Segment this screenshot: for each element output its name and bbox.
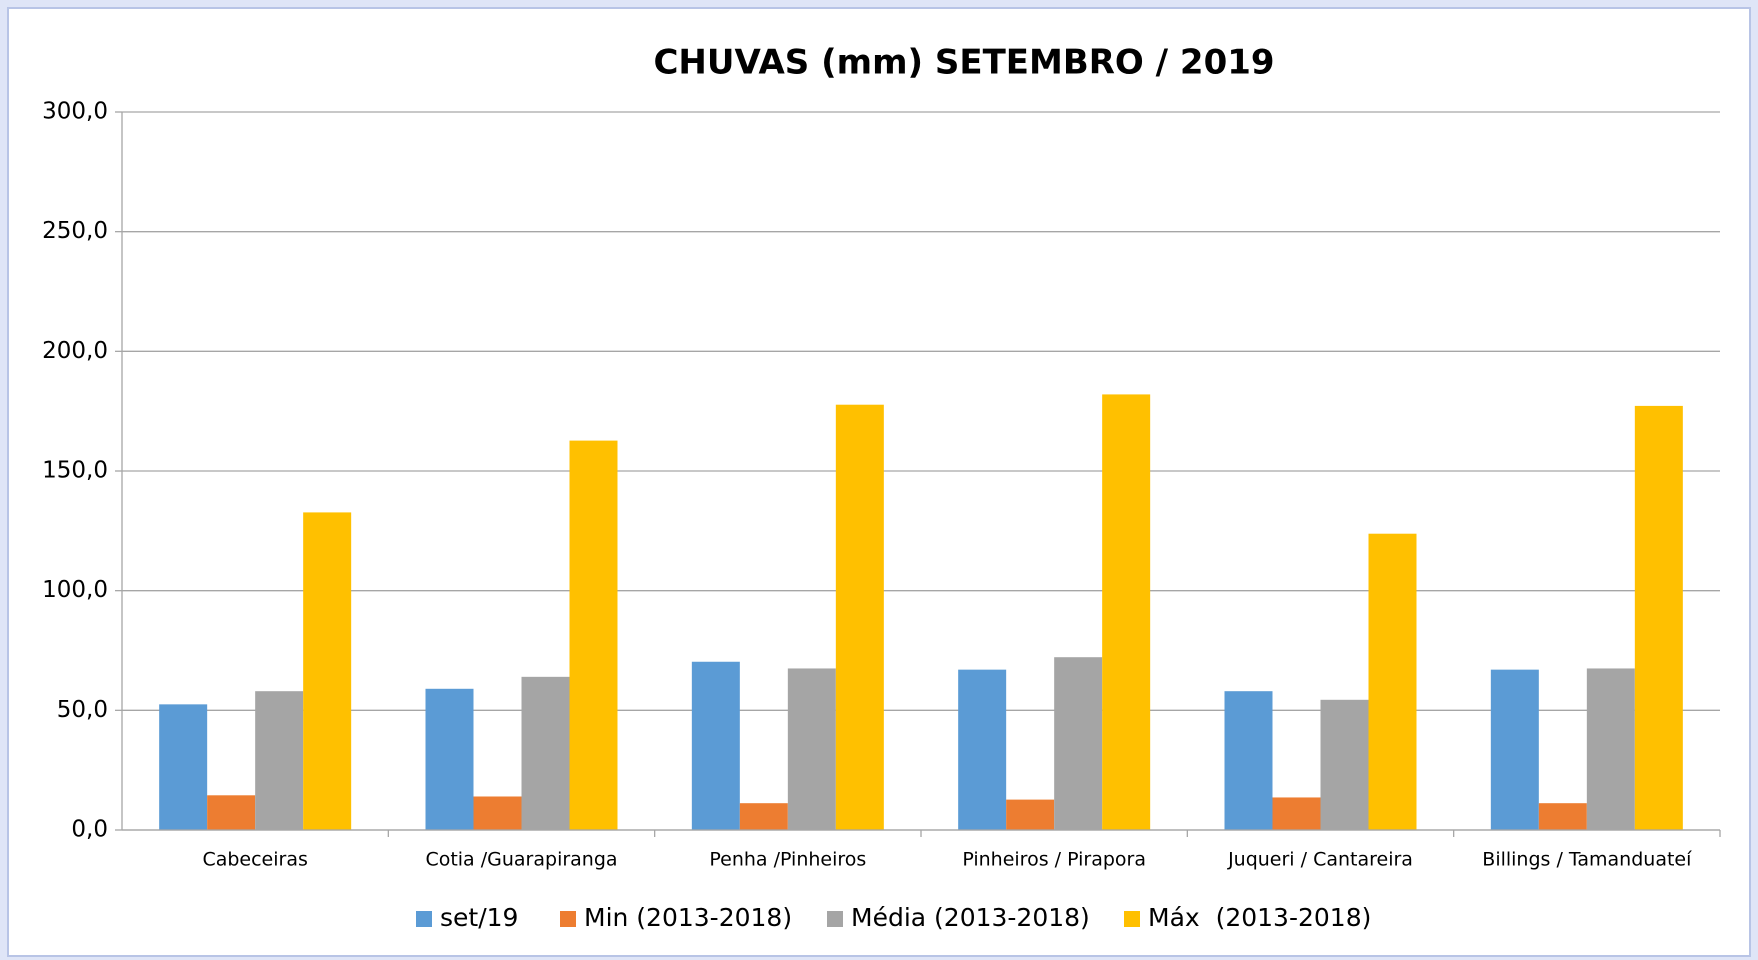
- y-tick-label: 300,0: [42, 99, 108, 125]
- x-tick-label: Penha /Pinheiros: [709, 849, 866, 871]
- x-tick-label: Cotia /Guarapiranga: [425, 849, 617, 871]
- legend-label: Min (2013-2018): [584, 903, 792, 932]
- y-tick-label: 100,0: [42, 577, 108, 603]
- x-tick-label: Juqueri / Cantareira: [1227, 849, 1413, 871]
- bar: [159, 704, 208, 830]
- x-tick-label: Pinheiros / Pirapora: [962, 849, 1146, 871]
- bar: [1102, 394, 1151, 830]
- legend-label: set/19: [440, 903, 518, 932]
- bar: [1224, 691, 1273, 830]
- x-tick-label: Cabeceiras: [202, 849, 307, 871]
- y-tick-label: 200,0: [42, 338, 108, 364]
- legend-label: Média (2013-2018): [851, 903, 1090, 932]
- bar: [739, 803, 788, 830]
- legend-swatch: [827, 911, 843, 927]
- bar: [207, 795, 256, 830]
- chart-title: CHUVAS (mm) SETEMBRO / 2019: [653, 43, 1274, 83]
- bar: [1634, 405, 1683, 830]
- legend-label: Máx (2013-2018): [1148, 903, 1371, 932]
- bar: [835, 404, 884, 830]
- bar: [473, 796, 522, 830]
- bar: [1320, 699, 1369, 830]
- y-tick-label: 150,0: [42, 458, 108, 484]
- bar: [691, 661, 740, 830]
- bar: [958, 669, 1007, 830]
- bar: [1272, 797, 1321, 830]
- bar: [1490, 669, 1539, 830]
- y-tick-label: 250,0: [42, 218, 108, 244]
- bar: [1054, 657, 1103, 830]
- bar: [1368, 533, 1417, 830]
- y-tick-label: 50,0: [57, 697, 108, 723]
- bar: [255, 691, 304, 830]
- legend-swatch: [1124, 911, 1140, 927]
- bar: [1006, 799, 1055, 830]
- bar: [1538, 803, 1587, 830]
- bar: [569, 440, 618, 830]
- bar: [1586, 668, 1635, 830]
- y-tick-label: 0,0: [71, 817, 108, 843]
- legend-swatch: [560, 911, 576, 927]
- bar: [303, 512, 352, 830]
- bar: [425, 688, 474, 830]
- legend-swatch: [416, 911, 432, 927]
- bar: [521, 676, 570, 830]
- bar: [787, 668, 836, 830]
- x-tick-label: Billings / Tamanduateí: [1482, 849, 1692, 871]
